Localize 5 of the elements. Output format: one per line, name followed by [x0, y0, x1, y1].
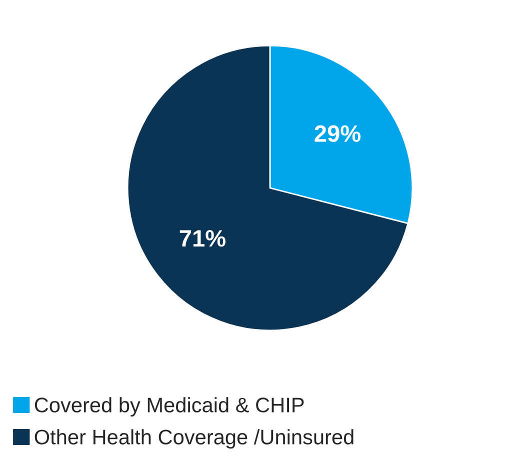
- data-label: 71%: [180, 230, 226, 247]
- legend-label: Other Health Coverage /Uninsured: [34, 429, 354, 449]
- data-label: 29%: [314, 125, 361, 142]
- legend-label: Covered by Medicaid & CHIP: [34, 397, 304, 417]
- pie-slice: [126, 44, 409, 332]
